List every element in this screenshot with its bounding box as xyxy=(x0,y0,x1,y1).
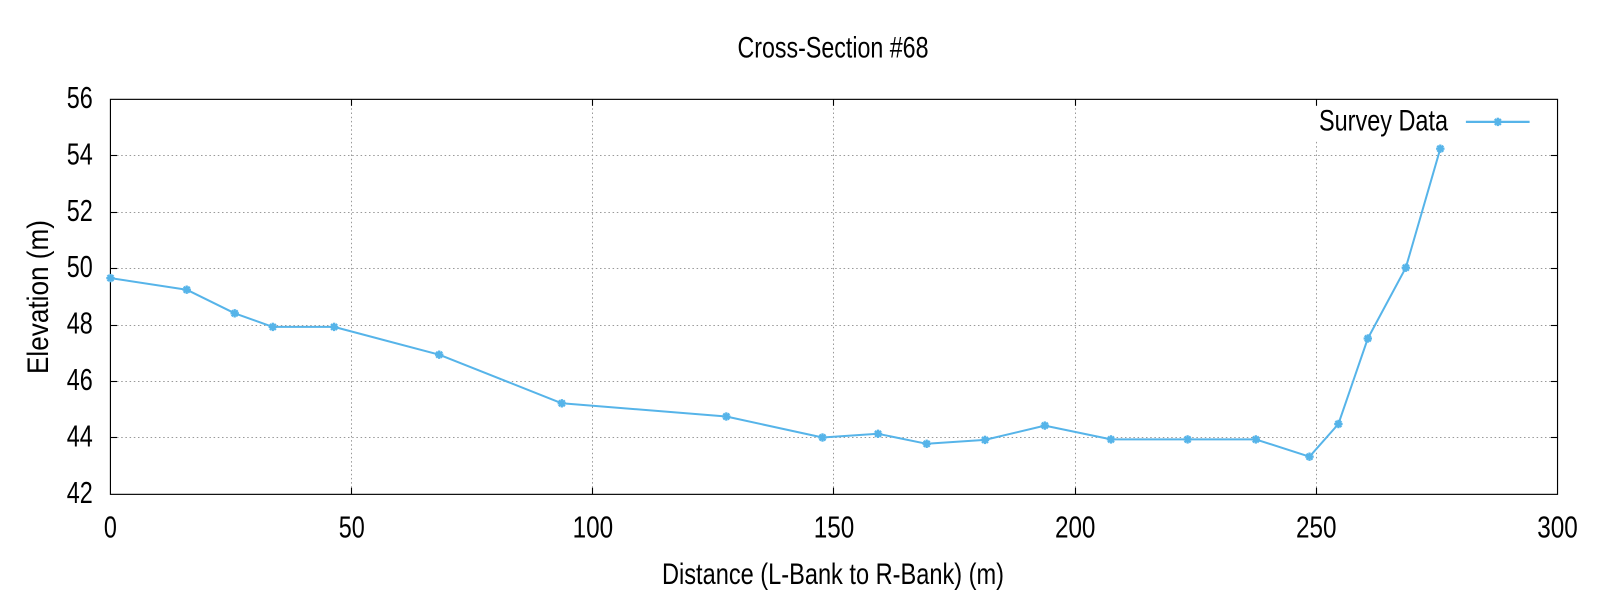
svg-text:46: 46 xyxy=(67,364,93,397)
svg-text:54: 54 xyxy=(67,139,93,172)
svg-text:0: 0 xyxy=(104,511,117,544)
svg-text:48: 48 xyxy=(67,308,93,341)
svg-text:44: 44 xyxy=(67,420,93,453)
svg-text:100: 100 xyxy=(573,511,614,544)
svg-text:50: 50 xyxy=(67,251,93,284)
svg-text:Cross-Section #68: Cross-Section #68 xyxy=(738,32,929,65)
svg-text:42: 42 xyxy=(67,477,93,510)
svg-text:200: 200 xyxy=(1055,511,1096,544)
svg-text:52: 52 xyxy=(67,195,93,228)
svg-text:56: 56 xyxy=(67,82,93,115)
svg-text:Elevation (m): Elevation (m) xyxy=(22,220,55,374)
svg-text:Distance (L-Bank to R-Bank) (m: Distance (L-Bank to R-Bank) (m) xyxy=(662,558,1004,591)
svg-text:300: 300 xyxy=(1537,511,1578,544)
svg-text:50: 50 xyxy=(339,511,365,544)
svg-text:150: 150 xyxy=(814,511,855,544)
svg-text:250: 250 xyxy=(1296,511,1337,544)
svg-text:Survey Data: Survey Data xyxy=(1319,105,1448,138)
